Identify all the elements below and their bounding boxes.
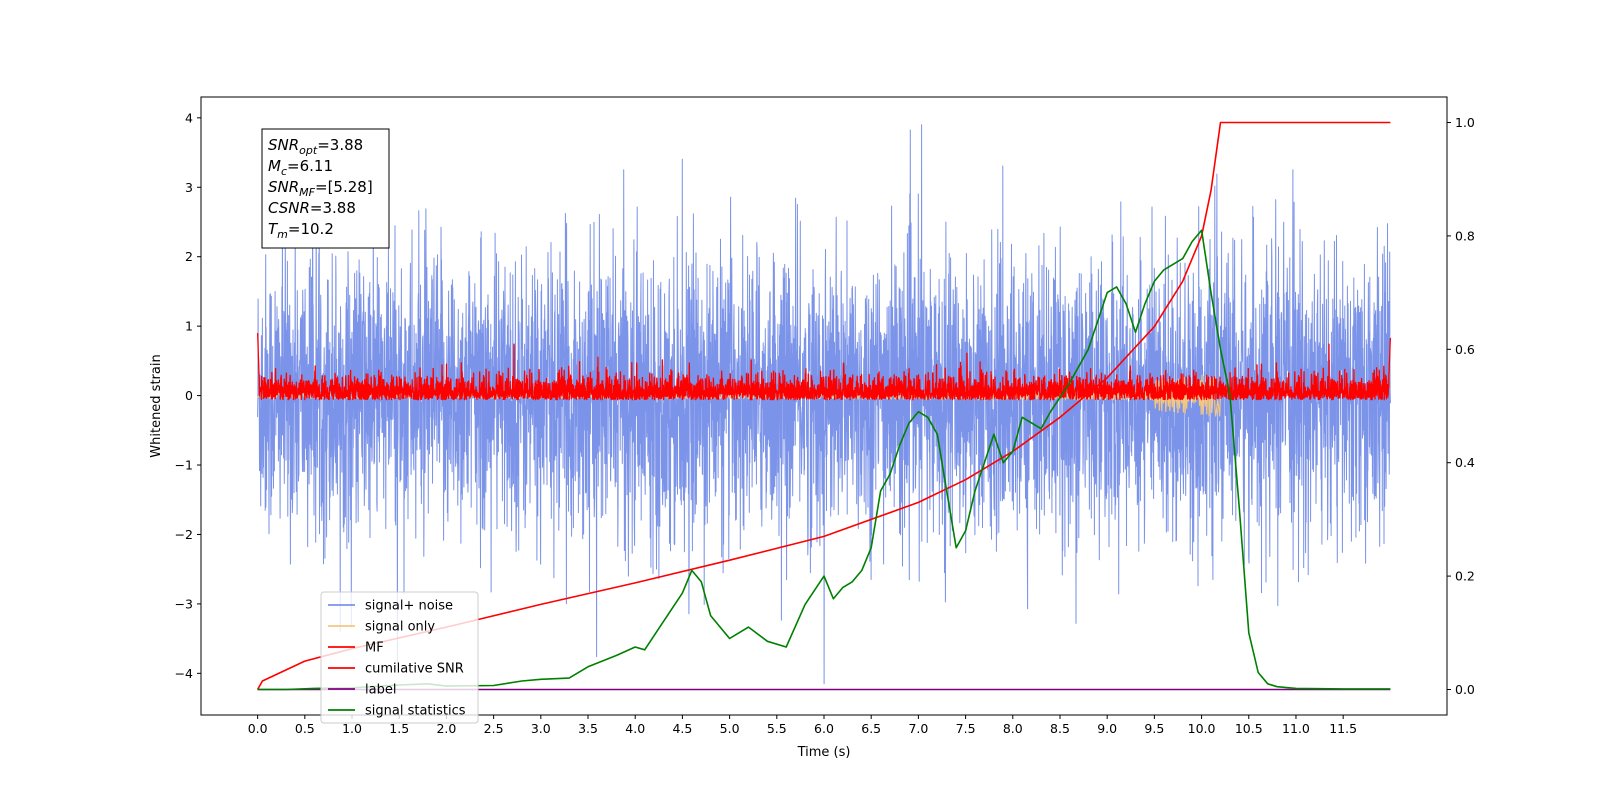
series-signal-noise: [257, 124, 1391, 685]
x-tick-label: 9.5: [1144, 721, 1164, 736]
annotation-subscript: m: [277, 228, 288, 241]
x-tick-label: 4.5: [672, 721, 692, 736]
y-left-tick-label: −1: [175, 458, 193, 473]
x-tick-label: 7.0: [908, 721, 928, 736]
annotation-value: =3.88: [317, 136, 363, 154]
y-right-tick-label: 0.2: [1455, 569, 1475, 584]
annotation-symbol: CSNR: [268, 199, 310, 217]
annotation-symbol: SNR: [268, 178, 299, 196]
x-tick-label: 9.0: [1097, 721, 1117, 736]
annotation-value: =10.2: [288, 220, 334, 238]
series-line: [257, 124, 1391, 685]
annotation-line: Mc=6.11: [268, 157, 333, 178]
x-tick-label: 6.0: [814, 721, 834, 736]
legend-label: signal only: [365, 620, 435, 635]
annotation-frame: [261, 128, 390, 249]
y-left-tick-label: 3: [185, 180, 193, 195]
y-right-tick-label: 0.6: [1455, 342, 1475, 357]
series-mf: [256, 333, 1392, 401]
series-signal-statistics: [257, 229, 1391, 691]
annotation-line: Tm=10.2: [268, 220, 334, 241]
legend: signal+ noise signal only MF cumilative SNR…: [320, 591, 479, 724]
x-tick-label: 2.0: [436, 721, 456, 736]
x-tick-label: 10.0: [1188, 721, 1216, 736]
legend-label: cumilative SNR: [365, 662, 464, 677]
y-right-tick-label: 0.4: [1455, 455, 1475, 470]
x-tick-label: 4.0: [625, 721, 645, 736]
x-axis-label: Time (s): [797, 745, 851, 760]
x-tick-label: 5.0: [720, 721, 740, 736]
legend-label: signal statistics: [365, 704, 466, 719]
y-left-tick-label: 4: [185, 110, 193, 125]
annotation-value: =3.88: [310, 199, 356, 217]
x-tick-label: 10.5: [1235, 721, 1263, 736]
legend-frame: [320, 591, 479, 724]
annotation-line: SNRMF=[5.28]: [268, 178, 373, 199]
y-right-tick-label: 0.8: [1455, 228, 1475, 243]
annotation-box: SNRopt=3.88Mc=6.11SNRMF=[5.28]CSNR=3.88T…: [261, 128, 390, 249]
legend-label: label: [365, 683, 396, 698]
x-tick-label: 7.5: [956, 721, 976, 736]
x-tick-label: 8.0: [1003, 721, 1023, 736]
x-tick-label: 0.5: [295, 721, 315, 736]
y-axis-right: 1.0 0.8 0.6 0.4 0.2 0.0: [1447, 115, 1475, 697]
annotation-line: SNRopt=3.88: [268, 136, 363, 157]
x-tick-label: 8.5: [1050, 721, 1070, 736]
annotation-subscript: opt: [299, 144, 318, 157]
y-axis-label: Whitened strain: [149, 354, 164, 457]
y-left-tick-label: 1: [185, 319, 193, 334]
x-tick-label: 5.5: [767, 721, 787, 736]
legend-label: MF: [365, 641, 384, 656]
y-left-tick-label: 0: [185, 388, 193, 403]
annotation-symbol: SNR: [268, 136, 299, 154]
annotation-lines: SNRopt=3.88Mc=6.11SNRMF=[5.28]CSNR=3.88T…: [268, 136, 373, 241]
series-line: [256, 333, 1392, 401]
y-left-tick-label: −3: [175, 596, 193, 611]
legend-items: signal+ noise signal only MF cumilative SNR…: [328, 599, 466, 719]
annotation-value: =6.11: [287, 157, 333, 175]
series-line: [257, 229, 1391, 691]
y-left-tick-label: −2: [175, 527, 193, 542]
annotation-line: CSNR=3.88: [268, 199, 356, 217]
annotation-subscript: MF: [299, 186, 315, 199]
y-left-tick-label: 2: [185, 249, 193, 264]
legend-label: signal+ noise: [365, 599, 453, 614]
annotation-symbol: T: [268, 220, 279, 238]
x-tick-label: 6.5: [861, 721, 881, 736]
x-tick-label: 1.5: [389, 721, 409, 736]
annotation-subscript: c: [281, 165, 287, 178]
y-left-tick-label: −4: [175, 666, 193, 681]
y-right-tick-label: 0.0: [1455, 682, 1475, 697]
x-tick-label: 2.5: [484, 721, 504, 736]
x-tick-label: 3.0: [531, 721, 551, 736]
x-tick-label: 11.0: [1282, 721, 1310, 736]
x-tick-label: 1.0: [342, 721, 362, 736]
y-right-tick-label: 1.0: [1455, 115, 1475, 130]
annotation-symbol: M: [268, 157, 281, 175]
y-axis-left: 4 3 2 1 0 −1 −2 −3 −4: [175, 110, 201, 681]
annotation-value: =[5.28]: [315, 178, 373, 196]
x-tick-label: 11.5: [1329, 721, 1357, 736]
x-tick-label: 3.5: [578, 721, 598, 736]
x-tick-label: 0.0: [248, 721, 268, 736]
